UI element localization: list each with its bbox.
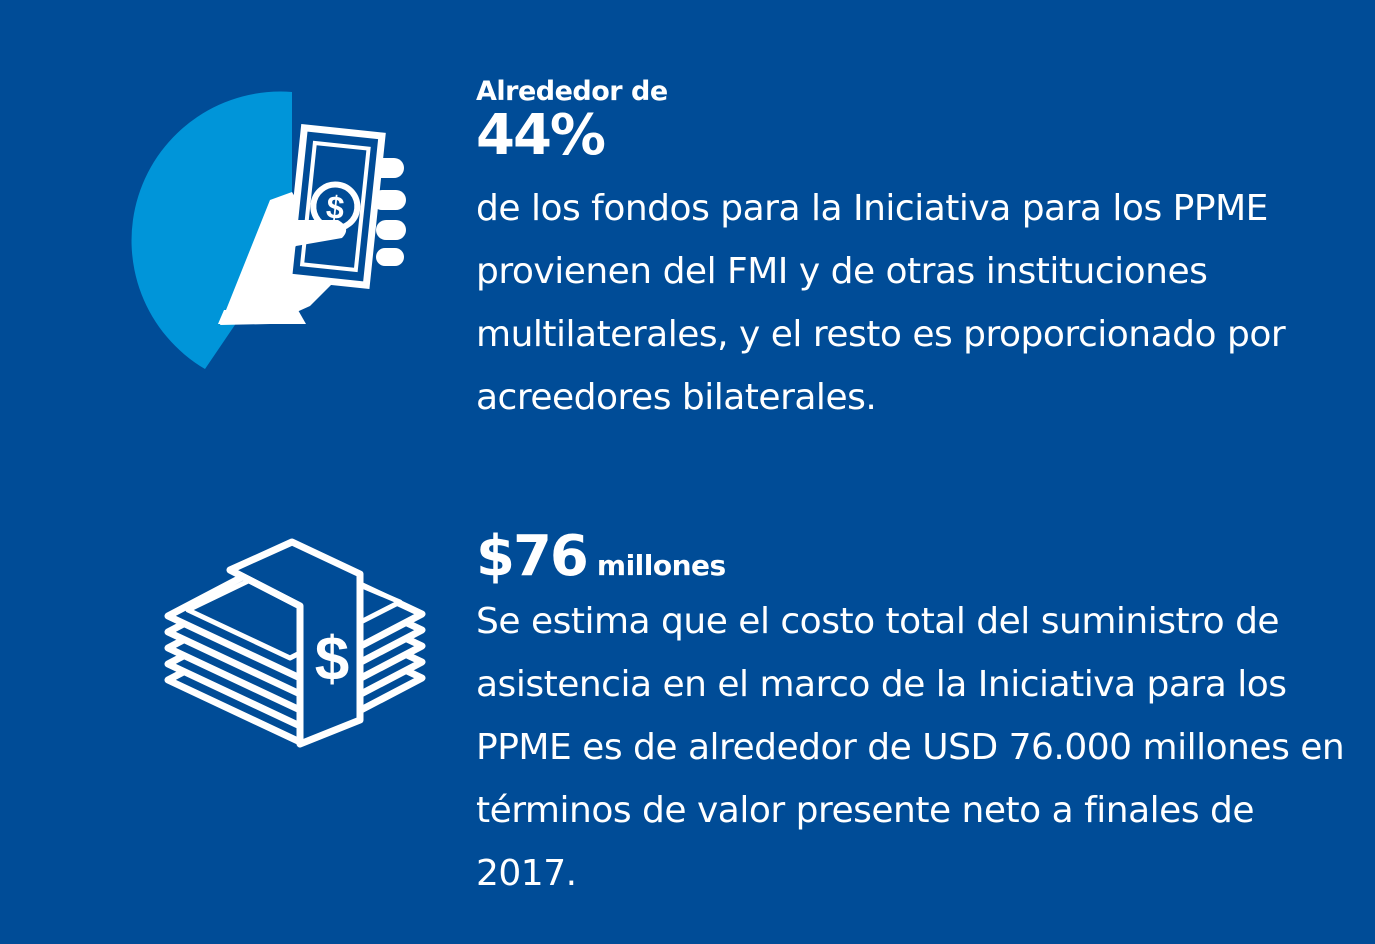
stat2-value: $76 xyxy=(476,524,589,589)
svg-text:$: $ xyxy=(315,625,349,694)
stat-section-total-cost: $ $76 millones Se estima que el costo to… xyxy=(0,470,1375,944)
svg-text:$: $ xyxy=(325,189,347,227)
stat1-value: 44% xyxy=(476,103,606,168)
stat1-lead: Alrededor de xyxy=(476,76,668,107)
hand-holding-cash-icon: $ xyxy=(131,91,406,369)
stat1-description: de los fondos para la Iniciativa para lo… xyxy=(476,188,1286,418)
stat2-description: Se estima que el costo total del suminis… xyxy=(476,601,1345,894)
stat2-unit: millones xyxy=(596,549,726,582)
stat-section-funding-share: $ Alrededor de 44% de los fondos para la… xyxy=(0,0,1375,470)
money-stack-icon: $ xyxy=(164,538,426,748)
